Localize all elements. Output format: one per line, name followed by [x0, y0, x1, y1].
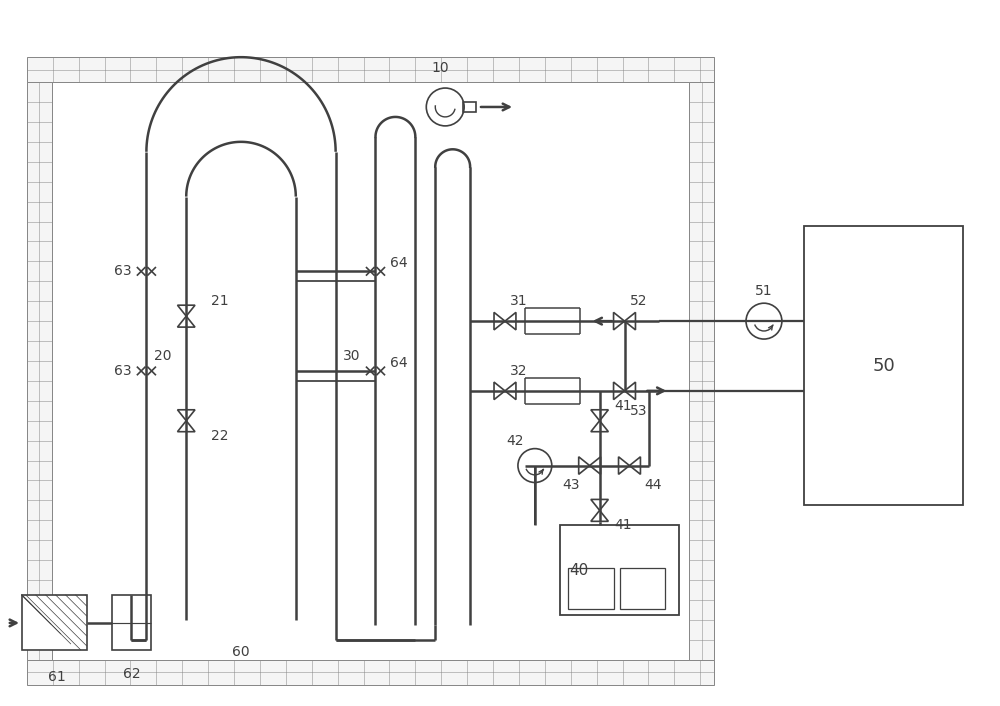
Text: 32: 32 [510, 364, 527, 378]
Text: 41: 41 [615, 518, 632, 532]
Bar [27, 57, 714, 82]
Text: 42: 42 [506, 433, 524, 448]
Text: 10: 10 [431, 61, 449, 75]
Bar [620, 568, 665, 609]
Text: 61: 61 [48, 670, 66, 683]
Text: 63: 63 [114, 364, 131, 378]
Text: 44: 44 [644, 479, 662, 493]
Bar [689, 82, 714, 660]
Bar [22, 595, 87, 650]
Bar [568, 568, 614, 609]
Text: 52: 52 [629, 294, 647, 309]
Bar [560, 525, 679, 615]
Text: 53: 53 [629, 404, 647, 418]
Text: 60: 60 [232, 645, 250, 659]
Text: 50: 50 [872, 357, 895, 375]
Bar [463, 102, 476, 112]
Text: 64: 64 [390, 256, 408, 270]
Text: 64: 64 [390, 356, 408, 370]
Text: 63: 63 [114, 264, 131, 278]
Text: 43: 43 [562, 479, 580, 493]
Text: 31: 31 [510, 294, 528, 309]
Bar [27, 660, 714, 685]
Bar [804, 227, 963, 505]
Text: 21: 21 [211, 294, 229, 309]
Text: 20: 20 [154, 349, 171, 363]
Text: 22: 22 [211, 429, 229, 443]
Text: 40: 40 [570, 563, 589, 578]
Bar [27, 82, 52, 660]
Text: 41: 41 [615, 399, 632, 413]
Bar [112, 595, 151, 650]
Text: 62: 62 [123, 666, 140, 681]
Text: 51: 51 [755, 285, 773, 298]
Text: 30: 30 [343, 349, 361, 363]
